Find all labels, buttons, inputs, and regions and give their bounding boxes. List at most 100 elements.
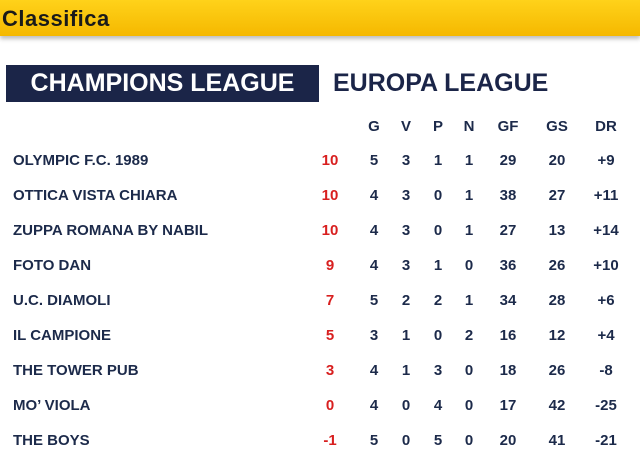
- team-name: OTTICA VISTA CHIARA: [13, 187, 178, 204]
- goals-against-cell: 20: [548, 152, 566, 169]
- wins-cell: 0: [401, 397, 411, 414]
- losses-cell: 0: [433, 327, 443, 344]
- draws-cell: 2: [464, 327, 474, 344]
- goals-for-cell: 29: [499, 152, 517, 169]
- games-cell: 4: [369, 257, 379, 274]
- losses-cell: 5: [433, 432, 443, 449]
- points-cell: 10: [321, 222, 339, 239]
- team-name: MO’ VIOLA: [13, 397, 91, 414]
- goal-difference-cell: +6: [597, 292, 615, 309]
- goals-against-cell: 26: [548, 257, 566, 274]
- goals-against-cell: 27: [548, 187, 566, 204]
- draws-cell: 0: [464, 257, 474, 274]
- draws-cell: 0: [464, 362, 474, 379]
- column-header-n: N: [463, 118, 475, 135]
- wins-cell: 3: [401, 222, 411, 239]
- goals-against-cell: 13: [548, 222, 566, 239]
- goal-difference-cell: +4: [597, 327, 615, 344]
- games-cell: 4: [369, 222, 379, 239]
- goal-difference-cell: +9: [597, 152, 615, 169]
- table-row: OTTICA VISTA CHIARA 10 4 3 0 1 38 27 +11: [0, 187, 640, 209]
- goals-for-cell: 38: [499, 187, 517, 204]
- losses-cell: 3: [433, 362, 443, 379]
- goal-difference-cell: +11: [593, 187, 619, 204]
- points-cell: 7: [325, 292, 335, 309]
- team-name: THE BOYS: [13, 432, 90, 449]
- goals-for-cell: 16: [499, 327, 517, 344]
- table-row: IL CAMPIONE 5 3 1 0 2 16 12 +4: [0, 327, 640, 349]
- goals-for-cell: 17: [499, 397, 517, 414]
- column-header-gf: GF: [497, 118, 519, 135]
- losses-cell: 2: [433, 292, 443, 309]
- wins-cell: 1: [401, 362, 411, 379]
- table-row: FOTO DAN 9 4 3 1 0 36 26 +10: [0, 257, 640, 279]
- draws-cell: 0: [464, 432, 474, 449]
- goals-for-cell: 27: [499, 222, 517, 239]
- goal-difference-cell: -25: [595, 397, 617, 414]
- games-cell: 4: [369, 397, 379, 414]
- column-header-p: P: [432, 118, 444, 135]
- goals-against-cell: 41: [548, 432, 566, 449]
- team-name: OLYMPIC F.C. 1989: [13, 152, 149, 169]
- games-cell: 5: [369, 432, 379, 449]
- points-cell: 5: [325, 327, 335, 344]
- goals-against-cell: 42: [548, 397, 566, 414]
- team-name: IL CAMPIONE: [13, 327, 112, 344]
- goal-difference-cell: -21: [595, 432, 617, 449]
- games-cell: 3: [369, 327, 379, 344]
- points-cell: 3: [325, 362, 335, 379]
- games-cell: 4: [369, 187, 379, 204]
- table-row: THE TOWER PUB 3 4 1 3 0 18 26 -8: [0, 362, 640, 384]
- tab-europa-league[interactable]: EUROPA LEAGUE: [333, 69, 549, 97]
- draws-cell: 0: [464, 397, 474, 414]
- table-row: U.C. DIAMOLI 7 5 2 2 1 34 28 +6: [0, 292, 640, 314]
- team-name: THE TOWER PUB: [13, 362, 139, 379]
- games-cell: 5: [369, 152, 379, 169]
- games-cell: 5: [369, 292, 379, 309]
- goal-difference-cell: -8: [599, 362, 613, 379]
- goals-for-cell: 34: [499, 292, 517, 309]
- column-header-dr: DR: [595, 118, 617, 135]
- tab-champions-league[interactable]: CHAMPIONS LEAGUE: [6, 65, 319, 102]
- draws-cell: 1: [464, 292, 474, 309]
- team-name: U.C. DIAMOLI: [13, 292, 111, 309]
- goals-for-cell: 36: [499, 257, 517, 274]
- column-header-v: V: [400, 118, 412, 135]
- wins-cell: 3: [401, 187, 411, 204]
- app-header: Classifica: [0, 0, 640, 36]
- draws-cell: 1: [464, 152, 474, 169]
- column-header-g: G: [368, 118, 380, 135]
- wins-cell: 1: [401, 327, 411, 344]
- table-header-row: G V P N GF GS DR: [0, 118, 640, 138]
- points-cell: 10: [321, 152, 339, 169]
- page-title: Classifica: [2, 6, 110, 31]
- losses-cell: 1: [433, 257, 443, 274]
- goals-against-cell: 12: [548, 327, 566, 344]
- games-cell: 4: [369, 362, 379, 379]
- goals-against-cell: 26: [548, 362, 566, 379]
- goal-difference-cell: +14: [593, 222, 619, 239]
- wins-cell: 3: [401, 257, 411, 274]
- losses-cell: 0: [433, 187, 443, 204]
- table-row: OLYMPIC F.C. 1989 10 5 3 1 1 29 20 +9: [0, 152, 640, 174]
- wins-cell: 3: [401, 152, 411, 169]
- losses-cell: 0: [433, 222, 443, 239]
- draws-cell: 1: [464, 187, 474, 204]
- wins-cell: 0: [401, 432, 411, 449]
- points-cell: 10: [321, 187, 339, 204]
- points-cell: -1: [323, 432, 337, 449]
- goals-for-cell: 18: [499, 362, 517, 379]
- points-cell: 9: [325, 257, 335, 274]
- table-row: MO’ VIOLA 0 4 0 4 0 17 42 -25: [0, 397, 640, 419]
- points-cell: 0: [325, 397, 335, 414]
- table-row: THE BOYS -1 5 0 5 0 20 41 -21: [0, 432, 640, 454]
- column-header-gs: GS: [546, 118, 568, 135]
- team-name: FOTO DAN: [13, 257, 92, 274]
- goals-for-cell: 20: [499, 432, 517, 449]
- losses-cell: 4: [433, 397, 443, 414]
- losses-cell: 1: [433, 152, 443, 169]
- team-name: ZUPPA ROMANA BY NABIL: [13, 222, 208, 239]
- table-row: ZUPPA ROMANA BY NABIL 10 4 3 0 1 27 13 +14: [0, 222, 640, 244]
- draws-cell: 1: [464, 222, 474, 239]
- wins-cell: 2: [401, 292, 411, 309]
